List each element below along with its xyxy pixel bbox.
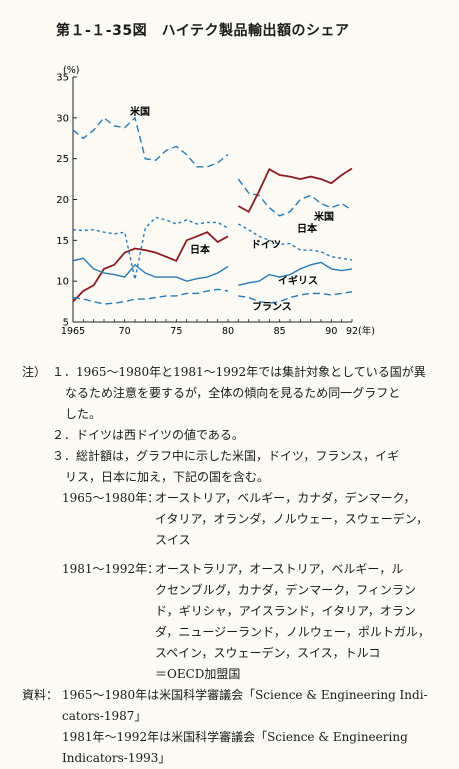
x-tick-label: 70 bbox=[119, 326, 131, 337]
series-line-イギリス-2 bbox=[238, 261, 353, 286]
note-1-row: 注） １．1965～1980年と1981～1992年では集計対象としている国が異 bbox=[22, 362, 442, 383]
series-line-日本-1 bbox=[72, 231, 229, 303]
figure-title: 第１‐１‐35図 ハイテク製品輸出額のシェア bbox=[56, 23, 350, 39]
note-3-line-2: リス，日本に加え，下記の国を含む。 bbox=[65, 470, 270, 484]
series-line-ドイツ-2 bbox=[237, 223, 353, 261]
series-label: ドイツ bbox=[251, 239, 281, 251]
x-tick-label: 92 bbox=[346, 326, 358, 337]
series-label: 日本 bbox=[297, 222, 318, 235]
period-2-line-1: オーストラリア，オーストリア，ベルギー，ル bbox=[155, 562, 404, 576]
period-2-line-6: ＝OECD加盟国 bbox=[155, 667, 241, 681]
period-1-line-3: スイス bbox=[155, 533, 191, 547]
note-1-line-2: なるため注意を要するが，全体の傾向を見るため同一グラフと bbox=[65, 386, 401, 400]
period-1-line-2: イタリア，オランダ，ノルウェー，スウェーデン， bbox=[155, 512, 429, 526]
y-unit-label: (%) bbox=[63, 65, 79, 76]
x-tick-label: 75 bbox=[170, 326, 182, 337]
series-label: イギリス bbox=[278, 274, 318, 287]
period-2-line-4: ダ，ニュージーランド，ノルウェー，ポルトガル， bbox=[155, 625, 430, 639]
x-unit-label: (年) bbox=[358, 325, 375, 337]
y-tick-label: 35 bbox=[56, 73, 69, 84]
period-2-line-3: ド，ギリシャ，アイスランド，イタリア，オラン bbox=[155, 604, 416, 618]
y-tick-label: 15 bbox=[56, 236, 69, 247]
source-line-1: 1965～1980年は米国科学審議会「Science & Engineering… bbox=[62, 688, 428, 702]
y-tick-label: 30 bbox=[56, 113, 69, 124]
series-line-日本-2 bbox=[237, 167, 353, 214]
note-1-line-1: １．1965～1980年と1981～1992年では集計対象としている国が異 bbox=[52, 365, 426, 379]
y-tick-label: 5 bbox=[63, 318, 69, 329]
y-tick-label: 10 bbox=[56, 277, 69, 288]
series-label: フランス bbox=[252, 301, 292, 313]
period-2-line-5: スペイン，スウェーデン，スイス，トルコ bbox=[155, 646, 381, 660]
source-line-4: Indicators-1993」 bbox=[62, 751, 171, 765]
notes-block: 注） １．1965～1980年と1981～1992年では集計対象としている国が異… bbox=[22, 362, 442, 769]
source-line-3: 1981年～1992年は米国科学審議会「Science & Engineerin… bbox=[62, 730, 408, 744]
period-1-label: 1965～1980年： bbox=[62, 491, 160, 505]
period-2-label: 1981～1992年： bbox=[62, 562, 160, 576]
series-line-フランス-2 bbox=[238, 291, 353, 304]
y-tick-label: 20 bbox=[56, 195, 69, 206]
x-tick-label: 80 bbox=[222, 326, 234, 337]
series-label: 日本 bbox=[190, 243, 211, 256]
series-label: 米国 bbox=[130, 105, 150, 118]
source-line-2: cators-1987」 bbox=[62, 709, 147, 723]
x-tick-label: 1965 bbox=[61, 326, 85, 337]
note-2: ２．ドイツは西ドイツの値である。 bbox=[52, 428, 244, 442]
series-line-イギリス-1 bbox=[72, 257, 229, 282]
series-line-フランス-1 bbox=[72, 288, 229, 305]
series-line-ドイツ-1 bbox=[72, 216, 229, 280]
x-tick-label: 90 bbox=[325, 326, 337, 337]
period-2-line-2: クセンブルグ，カナダ，デンマーク，フィンラン bbox=[155, 583, 416, 597]
series-label: 米国 bbox=[314, 210, 334, 223]
period-1-line-1: オーストリア，ベルギー，カナダ，デンマーク， bbox=[155, 491, 416, 505]
source-label: 資料： bbox=[22, 688, 59, 702]
note-1-line-3: した。 bbox=[65, 407, 102, 421]
series-line-米国-1 bbox=[72, 116, 229, 168]
x-tick-label: 85 bbox=[274, 326, 286, 337]
y-tick-label: 25 bbox=[56, 154, 69, 165]
note-3-line-1: ３．総計額は，グラフ中に示した米国，ドイツ，フランス，イギ bbox=[52, 449, 400, 463]
notes-label: 注） bbox=[22, 365, 47, 379]
